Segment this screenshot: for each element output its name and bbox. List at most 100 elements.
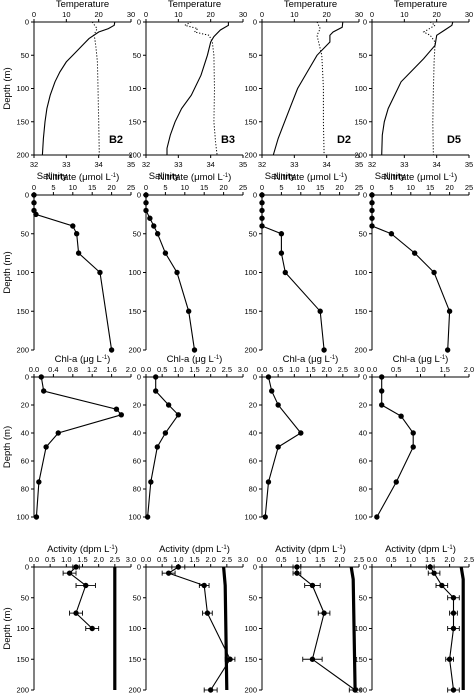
y-tick-label: 80 [359,485,367,494]
bottom-tick-label: 34 [432,160,440,169]
panel-nitrate-b2: 0 5 10 15 20 25 Nitrtate (μmol L-1) 0 50 100 150 20… [2,172,135,355]
data-point [38,374,44,380]
y-tick-label: 80 [133,485,141,494]
series-line-salinity [422,21,437,156]
y-tick-label: 20 [249,401,257,410]
top-tick-label: 2.0 [464,365,474,374]
top-tick-label: 5 [163,183,167,192]
data-point [147,215,153,221]
data-point [259,215,265,221]
panel-profile-b3: 0 10 20 30 Temperature 32 33 34 35 Salinity B3 0 50 1… [128,0,247,182]
panel-activity-d2: 0.0 0.5 1.0 1.5 2.0 2.5 Activity (dpm L-1) 0 50 1… [244,544,364,695]
y-tick-label: 40 [133,429,141,438]
y-tick-label: 60 [359,457,367,466]
top-tick-label: 1.0 [61,555,71,564]
top-tick-label: 0.0 [141,555,151,564]
top-axis-title: Nitrtate (μmol L-1) [158,172,232,183]
data-point [321,610,327,616]
station-label: D5 [447,134,461,146]
y-tick-label: 150 [128,117,141,126]
data-point [33,211,39,218]
top-axis-title: Temperature [284,0,337,10]
data-point [31,200,37,206]
top-tick-label: 30 [239,10,247,19]
data-point [75,250,82,256]
bottom-tick-label: 35 [465,160,473,169]
panel-activity-d5: 0.0 0.5 1.0 1.5 2.0 2.5 Activity (dpm L-1) 0 50 1… [354,544,474,695]
data-point [262,514,268,520]
y-tick-label: 40 [249,429,257,438]
data-point [143,207,149,214]
top-tick-label: 0.0 [257,555,267,564]
panel-activity-b2: 0.0 0.5 1.0 1.5 2.0 2.5 3.0 Activity (dpm L-1) 0… [2,544,136,695]
data-point [282,269,288,276]
y-tick-label: 200 [128,346,141,355]
top-tick-label: 0.0 [367,365,377,374]
series-line-nitrate [145,195,196,351]
y-tick-label: 200 [128,686,141,695]
top-tick-label: 15 [426,183,434,192]
y-tick-label: 200 [354,346,367,355]
data-point [259,207,265,214]
y-tick-label: 100 [354,84,367,93]
top-tick-label: 25 [355,183,363,192]
top-tick-label: 20 [335,183,343,192]
data-point [70,223,76,229]
y-tick-label: 0 [363,373,367,382]
series-line-salinity [183,21,218,156]
top-tick-label: 10 [69,183,77,192]
y-tick-label: 80 [21,485,29,494]
series-line-reference [349,566,357,691]
data-point [143,192,149,198]
y-tick-label: 200 [16,346,29,355]
series-line-temperature [272,21,344,156]
y-tick-label: 20 [21,401,29,410]
top-tick-label: 0.5 [273,365,283,374]
bottom-tick-label: 32 [258,160,266,169]
y-tick-label: 50 [249,593,257,602]
y-tick-label: 100 [244,84,257,93]
data-point [153,388,159,394]
data-point [431,570,437,576]
series-line-salinity [316,21,325,156]
data-point [165,570,172,576]
data-point [148,479,154,485]
top-axis-title: Activity (dpm L-1) [275,544,346,555]
y-tick-label: 0 [137,18,141,27]
y-tick-label: 0 [25,191,29,200]
y-tick-label: 100 [244,624,257,633]
top-tick-label: 20 [432,10,440,19]
top-tick-label: 3.0 [238,365,248,374]
bottom-tick-label: 33 [174,160,182,169]
y-tick-label: 0 [253,373,257,382]
data-point [369,215,375,221]
data-point [439,582,445,589]
top-axis-title: Chl-a (μg L-1) [283,354,339,365]
top-tick-label: 5 [279,183,283,192]
top-tick-label: 10 [174,10,182,19]
y-tick-label: 0 [363,191,367,200]
panel-chla-d2: 0.0 0.5 1.0 1.5 2.0 2.5 3.0 Chl-a (μg L-1) 0 20 40… [244,354,364,522]
top-tick-label: 0.0 [141,365,151,374]
series-line-salinity [91,21,100,156]
bottom-tick-label: 32 [142,160,150,169]
top-tick-label: 2.0 [205,555,215,564]
top-tick-label: 2.0 [334,555,344,564]
series-line-nitrate [371,195,451,351]
top-tick-label: 1.5 [77,555,87,564]
y-tick-label: 150 [354,117,367,126]
y-tick-label: 200 [244,686,257,695]
top-axis-title: Temperature [56,0,109,10]
bottom-tick-label: 34 [206,160,214,169]
top-tick-label: 2.5 [110,555,120,564]
data-point [55,430,61,436]
y-tick-label: 100 [244,513,257,522]
series-line-temperature [41,21,116,156]
data-point [259,200,265,206]
y-tick-label: 150 [354,655,367,664]
top-tick-label: 1.0 [173,365,183,374]
y-tick-label: 50 [249,229,257,238]
top-tick-label: 0.5 [157,365,167,374]
data-point [444,347,451,353]
data-point [410,430,416,436]
